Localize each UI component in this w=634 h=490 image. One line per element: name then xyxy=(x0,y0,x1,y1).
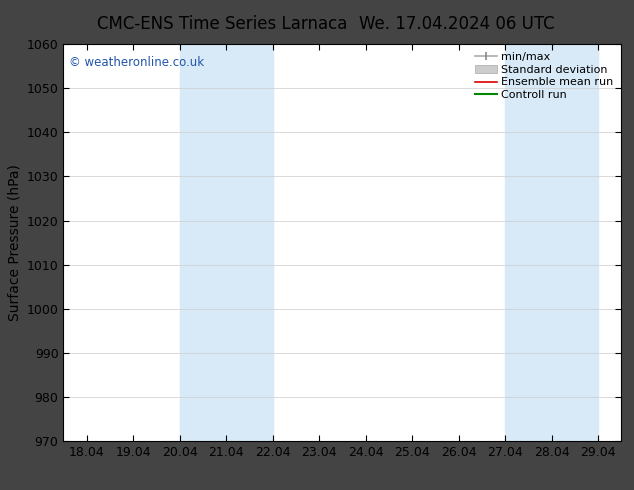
Legend: min/max, Standard deviation, Ensemble mean run, Controll run: min/max, Standard deviation, Ensemble me… xyxy=(472,49,616,102)
Y-axis label: Surface Pressure (hPa): Surface Pressure (hPa) xyxy=(7,164,21,321)
Bar xyxy=(505,44,598,441)
Text: We. 17.04.2024 06 UTC: We. 17.04.2024 06 UTC xyxy=(359,15,554,33)
Text: © weatheronline.co.uk: © weatheronline.co.uk xyxy=(69,56,204,69)
Bar xyxy=(179,44,273,441)
Text: CMC-ENS Time Series Larnaca: CMC-ENS Time Series Larnaca xyxy=(97,15,347,33)
